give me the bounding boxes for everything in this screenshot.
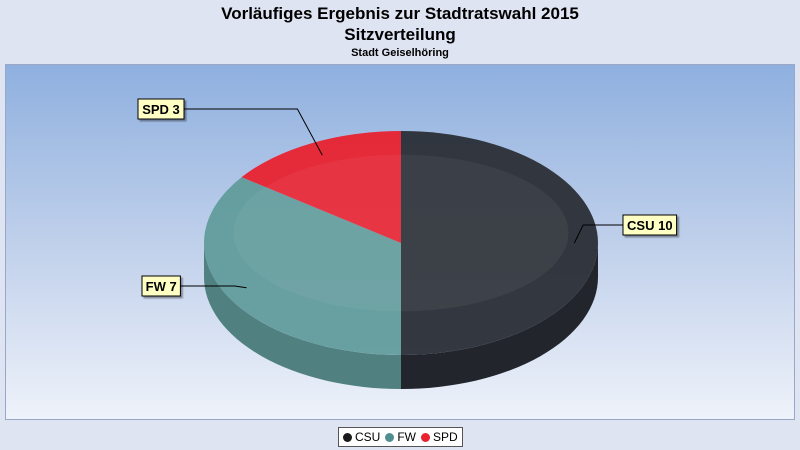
legend-item-fw[interactable]: FW bbox=[385, 430, 416, 444]
legend-marker-csu bbox=[343, 432, 352, 442]
chart-legend: CSU FW SPD bbox=[338, 427, 463, 447]
data-label-csu: CSU 10 bbox=[622, 214, 678, 236]
plot-area: CSU 10 FW 7 SPD 3 bbox=[5, 64, 795, 420]
pie-highlight bbox=[233, 154, 569, 312]
data-label-box bbox=[141, 275, 181, 297]
chart-subtitle: Sitzverteilung bbox=[344, 25, 456, 44]
chart-title: Vorläufiges Ergebnis zur Stadtratswahl 2… bbox=[221, 4, 579, 23]
pie-slice-fw bbox=[203, 177, 401, 355]
data-label-fw: FW 7 bbox=[141, 275, 181, 297]
leader-line-csu bbox=[573, 224, 623, 244]
pie-side-csu bbox=[401, 243, 598, 389]
data-label-text: SPD 3 bbox=[142, 102, 180, 117]
data-label-text: CSU 10 bbox=[627, 218, 673, 233]
pie-slice-csu bbox=[401, 131, 598, 355]
legend-marker-spd bbox=[421, 432, 430, 442]
data-label-text: FW 7 bbox=[146, 279, 177, 294]
legend-label-fw: FW bbox=[397, 430, 416, 444]
legend-label-spd: SPD bbox=[433, 430, 458, 444]
leader-line-fw bbox=[180, 285, 247, 289]
legend-item-csu[interactable]: CSU bbox=[343, 430, 380, 444]
pie-slice-spd bbox=[241, 131, 401, 243]
legend-item-spd[interactable]: SPD bbox=[421, 430, 458, 444]
pie-chart: CSU 10 FW 7 SPD 3 bbox=[137, 98, 678, 389]
legend-marker-fw bbox=[385, 432, 395, 442]
leader-line-spd bbox=[184, 108, 323, 156]
chart-header: Vorläufiges Ergebnis zur Stadtratswahl 2… bbox=[0, 0, 800, 60]
data-label-box bbox=[622, 214, 678, 236]
data-label-box bbox=[137, 98, 185, 120]
data-label-spd: SPD 3 bbox=[137, 98, 185, 120]
legend-label-csu: CSU bbox=[355, 430, 381, 444]
pie-side-fw bbox=[204, 243, 401, 389]
chart-location: Stadt Geiselhöring bbox=[351, 47, 449, 59]
